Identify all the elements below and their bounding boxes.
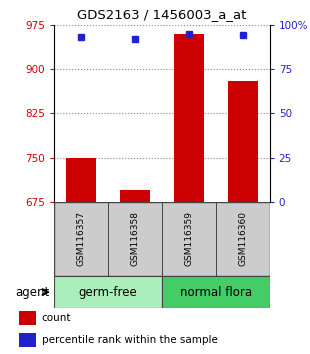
Bar xyxy=(108,202,162,276)
Text: GSM116358: GSM116358 xyxy=(131,211,140,267)
Bar xyxy=(54,202,108,276)
Bar xyxy=(228,81,258,202)
Bar xyxy=(162,276,270,308)
Text: GSM116360: GSM116360 xyxy=(238,211,247,267)
Bar xyxy=(66,158,96,202)
Text: normal flora: normal flora xyxy=(180,286,252,298)
Bar xyxy=(120,190,150,202)
Bar xyxy=(54,276,162,308)
Bar xyxy=(19,311,36,325)
Text: agent: agent xyxy=(16,286,50,298)
Bar xyxy=(19,333,36,347)
Bar xyxy=(162,202,216,276)
Text: count: count xyxy=(42,313,71,323)
Text: germ-free: germ-free xyxy=(79,286,138,298)
Title: GDS2163 / 1456003_a_at: GDS2163 / 1456003_a_at xyxy=(77,8,247,21)
Text: GSM116359: GSM116359 xyxy=(184,211,193,267)
Text: GSM116357: GSM116357 xyxy=(77,211,86,267)
Bar xyxy=(174,34,204,202)
Bar xyxy=(216,202,270,276)
Text: percentile rank within the sample: percentile rank within the sample xyxy=(42,335,218,345)
